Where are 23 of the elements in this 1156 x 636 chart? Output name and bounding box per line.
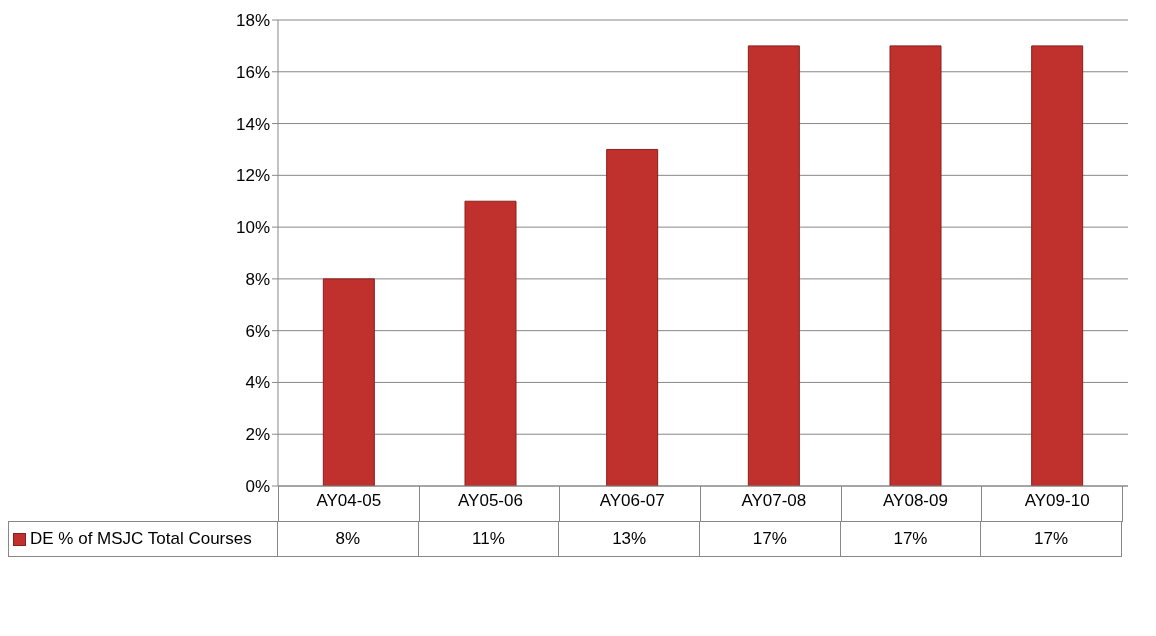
data-label: 13% bbox=[558, 521, 700, 557]
x-tick-label: AY06-07 bbox=[599, 491, 665, 511]
y-tick-label: 6% bbox=[245, 321, 270, 341]
x-tick-label: AY05-06 bbox=[458, 491, 523, 511]
y-tick-label: 12% bbox=[235, 166, 270, 186]
y-tick-label: 4% bbox=[245, 373, 270, 393]
y-tick-label: 10% bbox=[235, 218, 270, 238]
data-label: 11% bbox=[417, 521, 560, 557]
x-tick-label: AY07-08 bbox=[741, 491, 807, 511]
x-tick-label: AY09-10 bbox=[1024, 491, 1090, 511]
data-label: 17% bbox=[698, 521, 841, 557]
y-tick-label: 16% bbox=[235, 62, 270, 82]
y-tick-label: 14% bbox=[235, 114, 270, 134]
data-label: 8% bbox=[277, 521, 419, 557]
y-tick-label: 0% bbox=[245, 477, 270, 497]
y-tick-label: 18% bbox=[235, 11, 270, 31]
x-tick-label: AY08-09 bbox=[883, 491, 948, 511]
legend-label: DE % of MSJC Total Courses bbox=[30, 529, 252, 549]
y-tick-label: 8% bbox=[245, 269, 270, 289]
data-label: 17% bbox=[980, 521, 1122, 557]
x-tick-label: AY04-05 bbox=[316, 491, 382, 511]
data-label: 17% bbox=[839, 521, 982, 557]
y-tick-label: 2% bbox=[245, 425, 270, 445]
